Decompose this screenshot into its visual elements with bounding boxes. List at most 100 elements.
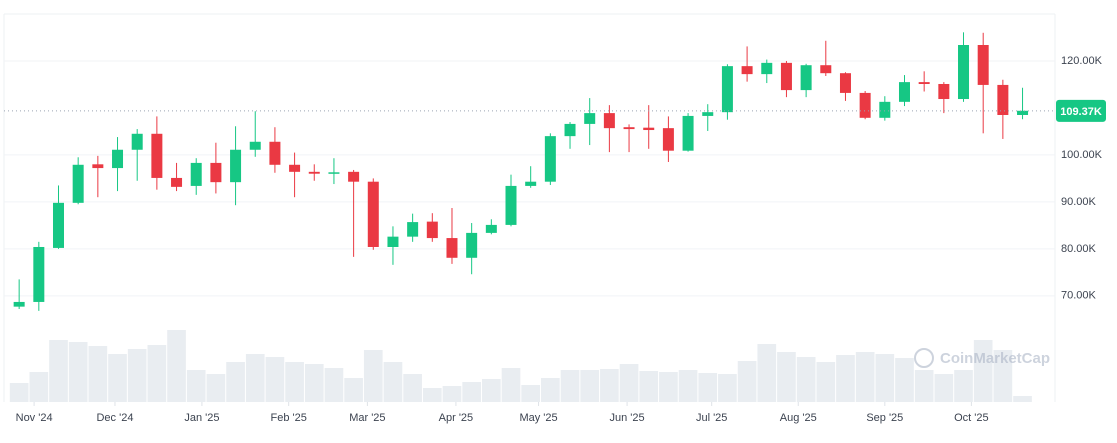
x-tick-label: May '25	[519, 412, 557, 424]
x-tick-label: Jun '25	[610, 412, 645, 424]
candle-body	[761, 62, 773, 75]
y-tick-label: 120.00K	[1061, 55, 1103, 67]
volume-bar	[186, 370, 206, 402]
candle-body	[800, 65, 812, 91]
volume-bar	[895, 358, 914, 402]
volume-bar	[619, 364, 639, 402]
volume-bar	[363, 350, 383, 402]
candle-body	[171, 177, 183, 187]
x-tick-label: Nov '24	[16, 412, 53, 424]
candle-body	[190, 162, 202, 186]
volume-bar	[29, 372, 49, 402]
volume-bar	[678, 370, 698, 402]
candle-body	[584, 113, 596, 124]
watermark: CoinMarketCap	[940, 350, 1050, 367]
volume-bar	[659, 372, 678, 402]
candle-body	[879, 101, 891, 118]
volume-bar	[541, 378, 560, 402]
candle-body	[544, 136, 556, 182]
y-tick-label: 100.00K	[1061, 149, 1103, 161]
candle-body	[52, 202, 64, 248]
volume-bar	[127, 349, 147, 402]
candle-body	[33, 246, 45, 302]
candle-body	[918, 82, 930, 84]
volume-bar	[875, 354, 895, 402]
candle-body	[859, 92, 871, 118]
y-tick-label: 90.00K	[1061, 196, 1097, 208]
volume-bar	[698, 373, 718, 402]
candle-body	[367, 181, 379, 247]
volume-bar	[600, 369, 619, 402]
volume-bar	[9, 383, 29, 402]
volume-bar	[324, 368, 344, 402]
x-tick-label: Dec '24	[96, 412, 133, 424]
candle-body	[938, 83, 950, 100]
volume-bar	[442, 386, 462, 402]
candle-body	[328, 172, 340, 174]
x-tick-label: Feb '25	[271, 412, 307, 424]
volume-bar	[167, 330, 186, 402]
volume-bar	[796, 357, 816, 402]
y-tick-label: 70.00K	[1061, 290, 1097, 302]
candle-body	[702, 112, 714, 116]
candle-body	[151, 133, 163, 178]
last-price-tag	[1056, 99, 1106, 122]
volume-bar	[68, 342, 88, 402]
volume-bar	[285, 362, 304, 402]
x-tick-label: Jan '25	[184, 412, 219, 424]
candle-body	[564, 123, 576, 137]
volume-bar	[147, 345, 167, 402]
volume-bar	[88, 346, 108, 402]
candle-body	[112, 149, 124, 169]
volume-bar	[462, 382, 481, 402]
volume-bar	[108, 354, 127, 402]
candle-body	[898, 82, 910, 102]
volume-bar	[521, 385, 541, 402]
candle-body	[131, 133, 143, 150]
volume-bar	[993, 350, 1013, 402]
volume-bar	[304, 364, 324, 402]
y-tick-label: 80.00K	[1061, 243, 1097, 255]
candle-body	[387, 236, 399, 247]
candle-body	[348, 171, 360, 182]
volume-bar	[954, 370, 973, 402]
x-tick-label: Sep '25	[866, 412, 903, 424]
candle-body	[682, 115, 694, 151]
volume-bar	[481, 379, 501, 402]
candle-body	[958, 45, 970, 100]
volume-bar	[501, 368, 521, 402]
volume-bar	[973, 340, 993, 402]
candle-body	[741, 66, 753, 75]
candle-body	[780, 62, 792, 91]
candle-body	[407, 222, 419, 237]
volume-bar	[206, 374, 226, 402]
candle-body	[269, 141, 281, 165]
volume-bar	[718, 374, 737, 402]
volume-bar	[737, 361, 757, 402]
candle-body	[446, 238, 458, 258]
volume-bar	[560, 370, 580, 402]
candle-body	[230, 149, 242, 183]
candle-body	[289, 164, 301, 172]
volume-bar	[836, 355, 855, 402]
volume-bar	[816, 362, 836, 402]
candle-body	[839, 73, 851, 93]
volume-bar	[265, 357, 285, 402]
candle-body	[643, 127, 655, 131]
candle-body	[505, 185, 517, 225]
last-price-label: 109.37K	[1060, 106, 1102, 118]
candle-body	[1017, 110, 1029, 115]
volume-bar	[914, 370, 934, 402]
volume-bar	[757, 344, 777, 402]
x-tick-label: Apr '25	[439, 412, 474, 424]
x-tick-label: Oct '25	[954, 412, 989, 424]
x-tick-label: Aug '25	[780, 412, 817, 424]
volume-bar	[422, 388, 442, 402]
volume-bar	[383, 362, 403, 402]
volume-bar	[245, 354, 265, 402]
candle-body	[820, 65, 832, 74]
volume-bar	[226, 362, 245, 402]
candle-body	[92, 164, 104, 169]
candle-body	[623, 127, 635, 130]
